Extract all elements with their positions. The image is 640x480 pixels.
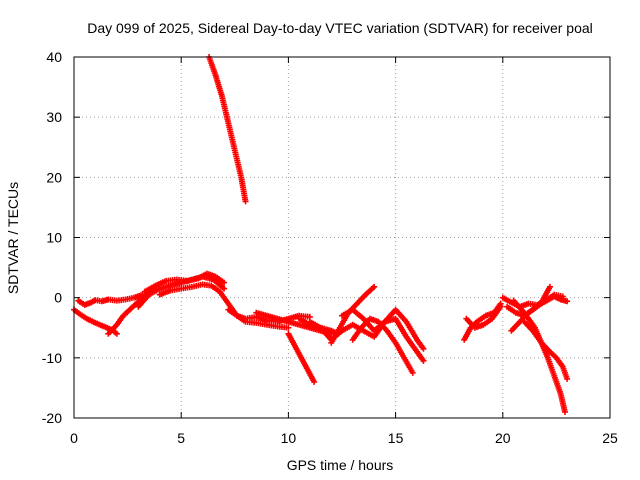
grid — [74, 57, 610, 418]
y-tick-label: 40 — [46, 49, 62, 65]
series-track-l — [306, 306, 427, 352]
x-axis-tick-labels: 0 5 10 15 20 25 — [70, 430, 618, 446]
data-point — [311, 378, 318, 385]
x-tick-label: 25 — [602, 430, 618, 446]
y-axis-label: SDTVAR / TECUs — [5, 182, 21, 294]
series-track-e — [141, 270, 228, 295]
x-tick-label: 10 — [281, 430, 297, 446]
data-point — [561, 408, 568, 415]
data-series — [71, 54, 571, 415]
series-track-j — [285, 330, 318, 385]
series-track-q — [463, 303, 504, 331]
series-track-m — [328, 283, 378, 346]
axis-ticks — [73, 56, 611, 419]
series-track-g — [206, 54, 249, 205]
data-point — [409, 369, 416, 376]
y-axis-tick-labels: -20 -10 0 10 20 30 40 — [42, 49, 62, 426]
y-tick-label: -20 — [42, 410, 62, 426]
series-track-o — [349, 315, 416, 376]
x-tick-label: 15 — [388, 430, 404, 446]
data-point — [285, 324, 292, 331]
data-point — [221, 285, 228, 292]
y-tick-label: 10 — [46, 230, 62, 246]
x-tick-label: 20 — [495, 430, 511, 446]
chart-title: Day 099 of 2025, Sidereal Day-to-day VTE… — [87, 20, 593, 36]
data-point — [221, 279, 228, 286]
data-point — [420, 345, 427, 352]
series-track-b — [75, 291, 146, 308]
y-tick-label: -10 — [42, 350, 62, 366]
x-tick-label: 5 — [177, 430, 185, 446]
data-point — [371, 283, 378, 290]
y-tick-label: 20 — [46, 169, 62, 185]
data-point — [242, 198, 249, 205]
data-point — [559, 293, 566, 300]
data-point — [564, 298, 571, 305]
y-tick-label: 0 — [54, 290, 62, 306]
x-axis-label: GPS time / hours — [287, 457, 394, 473]
y-tick-label: 30 — [46, 109, 62, 125]
data-point — [546, 283, 553, 290]
data-point — [497, 303, 504, 310]
data-point — [564, 375, 571, 382]
series-track-v — [521, 318, 571, 382]
x-tick-label: 0 — [70, 430, 78, 446]
data-point — [113, 330, 120, 337]
data-point — [420, 357, 427, 364]
